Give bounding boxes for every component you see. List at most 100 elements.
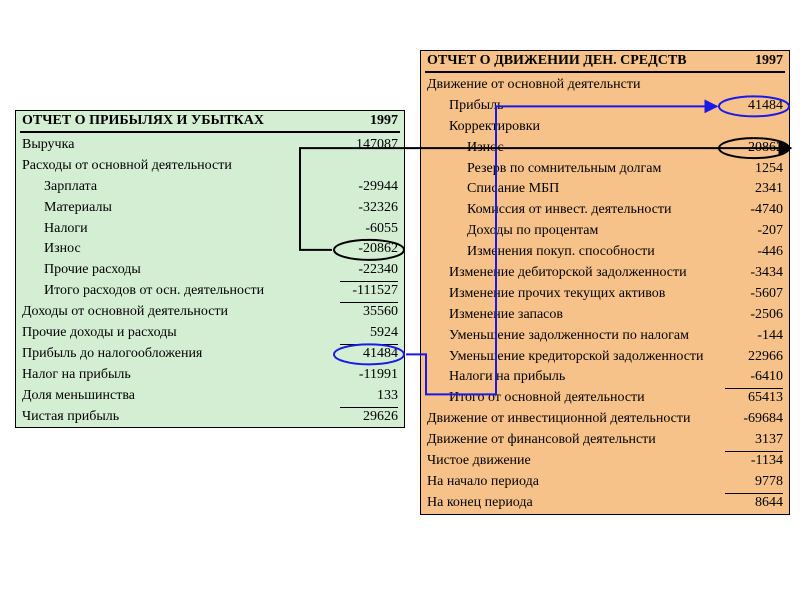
table-row: Доходы по процентам -207 [421,221,789,242]
row-label: Движение от основной деятельнсти [427,76,640,95]
row-value: 133 [340,387,398,406]
row-value: -446 [725,243,783,262]
row-label: Корректировки [427,118,540,137]
row-value: -69684 [725,410,783,429]
row-label: Прочие расходы [22,261,141,280]
table-row: Доходы от основной деятельности 35560 [16,302,404,323]
table-row: Резерв по сомнительным долгам 1254 [421,159,789,180]
row-value: 20862 [725,139,783,158]
table-row: Прибыль 41484 [421,96,789,117]
table-row: Зарплата -29944 [16,177,404,198]
row-label: Налоги [22,220,88,239]
row-value: 2341 [725,180,783,199]
row-label: Расходы от основной деятельности [22,157,232,176]
left-title: ОТЧЕТ О ПРИБЫЛЯХ И УБЫТКАХ [22,113,264,129]
row-value: -6055 [340,220,398,239]
row-value: 35560 [340,303,398,322]
row-value: -22340 [340,261,398,280]
left-year: 1997 [370,113,398,129]
table-row: Итого от основной деятельности 65413 [421,388,789,409]
table-row: Прочие доходы и расходы5924 [16,323,404,344]
row-label: Износ [427,139,504,158]
row-label: Движение от финансовой деятельнсти [427,431,656,450]
row-label: Износ [22,240,81,259]
table-row: Уменьшение кредиторской задолженности 229… [421,347,789,368]
table-row: На начало периода 9778 [421,472,789,493]
row-value: -11991 [340,366,398,385]
table-row: Движение от инвестиционной деятельности -… [421,409,789,430]
right-year: 1997 [755,53,783,69]
table-row: Выручка147087 [16,135,404,156]
row-label: Доходы от основной деятельности [22,303,228,322]
table-row: Расходы от основной деятельности [16,156,404,177]
table-row: Налоги на прибыль -6410 [421,367,789,388]
row-label: Итого от основной деятельности [427,389,645,408]
row-label: Налоги на прибыль [427,368,565,387]
row-label: Доходы по процентам [427,222,598,241]
row-label: Изменение дебиторской задолженности [427,264,687,283]
row-label: Списание МБП [427,180,559,199]
row-value: 22966 [725,348,783,367]
row-value: 41484 [725,97,783,116]
table-row: Налоги -6055 [16,219,404,240]
row-label: Изменение прочих текущих активов [427,285,665,304]
row-value: -207 [725,222,783,241]
row-label: Прибыль до налогообложения [22,345,202,364]
row-label: Чистое движение [427,452,531,471]
row-value: 8644 [725,494,783,513]
left-header: ОТЧЕТ О ПРИБЫЛЯХ И УБЫТКАХ 1997 [16,111,404,131]
row-label: Доля меньшинства [22,387,135,406]
row-label: Прибыль [427,97,504,116]
row-label: Комиссия от инвест. деятельности [427,201,672,220]
table-row: Чистая прибыль29626 [16,407,404,428]
row-value: -32326 [340,199,398,218]
row-value: -20862 [340,240,398,259]
table-row: Прибыль до налогообложения41484 [16,344,404,365]
table-row: Списание МБП 2341 [421,179,789,200]
row-value: 9778 [725,473,783,492]
row-label: На конец периода [427,494,533,513]
row-value: -4740 [725,201,783,220]
row-value: 147087 [340,136,398,155]
row-label: Движение от инвестиционной деятельности [427,410,691,429]
table-row: Изменение запасов -2506 [421,305,789,326]
table-row: Уменьшение задолженности по налогам-144 [421,326,789,347]
row-label: Изменение запасов [427,306,563,325]
row-label: Уменьшение кредиторской задолженности [427,348,704,367]
table-row: Прочие расходы -22340 [16,260,404,281]
row-label: Резерв по сомнительным долгам [427,160,661,179]
table-row: Изменение дебиторской задолженности -3434 [421,263,789,284]
row-value: 1254 [725,160,783,179]
row-value: -29944 [340,178,398,197]
row-label: Прочие доходы и расходы [22,324,177,343]
right-title: ОТЧЕТ О ДВИЖЕНИИ ДЕН. СРЕДСТВ [427,53,687,69]
row-label: Зарплата [22,178,97,197]
row-label: Материалы [22,199,112,218]
row-value: -144 [725,327,783,346]
row-label: На начало периода [427,473,539,492]
row-value: -5607 [725,285,783,304]
row-value: 65413 [725,389,783,408]
row-value: -3434 [725,264,783,283]
income-statement-panel: ОТЧЕТ О ПРИБЫЛЯХ И УБЫТКАХ 1997 Выручка1… [15,110,405,428]
table-row: Доля меньшинства 133 [16,386,404,407]
table-row: Износ 20862 [421,138,789,159]
table-row: Чистое движение -1134 [421,451,789,472]
table-row: Итого расходов от осн. деятельности -1115… [16,281,404,302]
row-label: Итого расходов от осн. деятельности [22,282,264,301]
table-row: На конец периода 8644 [421,493,789,514]
row-value: 3137 [725,431,783,450]
table-row: Движение от финансовой деятельнсти 3137 [421,430,789,451]
cashflow-panel: ОТЧЕТ О ДВИЖЕНИИ ДЕН. СРЕДСТВ 1997 Движе… [420,50,790,515]
row-label: Налог на прибыль [22,366,131,385]
table-row: Налог на прибыль -11991 [16,365,404,386]
table-row: Изменение прочих текущих активов -5607 [421,284,789,305]
table-row: Изменения покуп. способности-446 [421,242,789,263]
row-value: -6410 [725,368,783,387]
row-value: -111527 [340,282,398,301]
row-label: Чистая прибыль [22,408,119,427]
row-value: -2506 [725,306,783,325]
table-row: Движение от основной деятельнсти [421,75,789,96]
right-header: ОТЧЕТ О ДВИЖЕНИИ ДЕН. СРЕДСТВ 1997 [421,51,789,71]
row-value: -1134 [725,452,783,471]
